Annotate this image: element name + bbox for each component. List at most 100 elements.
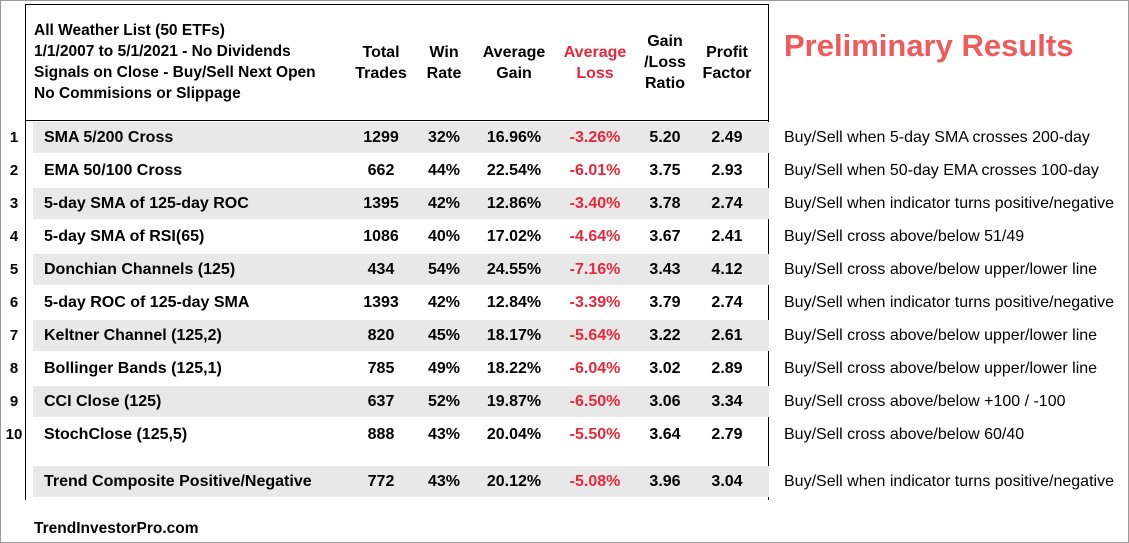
cell-total-trades: 772 <box>367 473 395 490</box>
cell-profit-factor: 3.34 <box>711 393 743 410</box>
cell-profit-factor: 3.04 <box>711 473 743 490</box>
header-average-loss: Average Loss <box>563 44 627 82</box>
row-number: 1 <box>9 129 19 146</box>
cell-indicator-name: 5-day SMA of RSI(65) <box>44 228 205 245</box>
cell-profit-factor: 4.12 <box>711 261 743 278</box>
cell-average-gain: 24.55% <box>486 261 542 278</box>
cell-win-rate: 42% <box>427 195 461 212</box>
cell-profit-factor: 2.79 <box>711 426 743 443</box>
cell-average-gain: 18.17% <box>486 327 542 344</box>
cell-win-rate: 40% <box>427 228 461 245</box>
cell-gain-loss-ratio: 3.64 <box>649 426 681 443</box>
row-number: 2 <box>9 162 19 179</box>
table-row-background <box>33 254 769 285</box>
cell-total-trades: 1393 <box>363 294 399 311</box>
header-profit-factor: Profit Factor <box>702 44 752 82</box>
cell-gain-loss-ratio: 3.67 <box>649 228 681 245</box>
cell-signal-note: Buy/Sell cross above/below 51/49 <box>784 228 1025 245</box>
cell-gain-loss-ratio: 3.06 <box>649 393 681 410</box>
cell-indicator-name: Donchian Channels (125) <box>44 261 236 278</box>
row-number: 6 <box>9 294 19 311</box>
description-line: No Commisions or Slippage <box>34 85 241 102</box>
cell-signal-note: Buy/Sell cross above/below upper/lower l… <box>784 360 1098 377</box>
cell-average-gain: 19.87% <box>486 393 542 410</box>
table-row-background <box>33 386 769 417</box>
row-number: 4 <box>9 228 19 245</box>
row-number: 10 <box>5 426 23 443</box>
cell-indicator-name: Trend Composite Positive/Negative <box>44 473 312 490</box>
cell-gain-loss-ratio: 3.43 <box>649 261 681 278</box>
preliminary-results-badge: Preliminary Results <box>784 28 1074 63</box>
cell-gain-loss-ratio: 3.75 <box>649 162 681 179</box>
cell-profit-factor: 2.93 <box>711 162 743 179</box>
table-box <box>25 4 769 500</box>
cell-average-gain: 20.04% <box>486 426 542 443</box>
cell-average-loss: -3.26% <box>569 129 621 146</box>
cell-average-gain: 16.96% <box>486 129 542 146</box>
description-line: 1/1/2007 to 5/1/2021 - No Dividends <box>34 43 291 60</box>
cell-gain-loss-ratio: 3.22 <box>649 327 681 344</box>
cell-win-rate: 52% <box>427 393 461 410</box>
cell-signal-note: Buy/Sell when 5-day SMA crosses 200-day <box>784 129 1090 146</box>
cell-average-gain: 22.54% <box>486 162 542 179</box>
cell-gain-loss-ratio: 5.20 <box>649 129 681 146</box>
cell-total-trades: 1086 <box>363 228 399 245</box>
row-number: 7 <box>9 327 19 344</box>
cell-signal-note: Buy/Sell cross above/below 60/40 <box>784 426 1025 443</box>
cell-average-loss: -6.50% <box>569 393 621 410</box>
header-divider <box>25 120 769 121</box>
row-number: 8 <box>9 360 19 377</box>
cell-win-rate: 49% <box>427 360 461 377</box>
cell-signal-note: Buy/Sell cross above/below upper/lower l… <box>784 327 1098 344</box>
cell-total-trades: 888 <box>367 426 395 443</box>
cell-total-trades: 434 <box>367 261 395 278</box>
cell-profit-factor: 2.49 <box>711 129 743 146</box>
table-row-background <box>33 122 769 153</box>
cell-average-loss: -4.64% <box>569 228 621 245</box>
cell-average-gain: 20.12% <box>486 473 542 490</box>
description-line: Signals on Close - Buy/Sell Next Open <box>34 64 316 81</box>
cell-average-loss: -5.50% <box>569 426 621 443</box>
cell-profit-factor: 2.41 <box>711 228 743 245</box>
table-row-background <box>33 188 769 219</box>
cell-signal-note: Buy/Sell when indicator turns positive/n… <box>784 294 1114 311</box>
cell-total-trades: 785 <box>367 360 395 377</box>
composite-row-background <box>33 466 769 497</box>
cell-win-rate: 32% <box>427 129 461 146</box>
cell-signal-note: Buy/Sell cross above/below +100 / -100 <box>784 393 1066 410</box>
row-number: 5 <box>9 261 19 278</box>
cell-win-rate: 42% <box>427 294 461 311</box>
cell-average-gain: 12.84% <box>486 294 542 311</box>
description-line: All Weather List (50 ETFs) <box>34 22 225 39</box>
footer-site: TrendInvestorPro.com <box>34 520 199 537</box>
cell-win-rate: 43% <box>427 426 461 443</box>
cell-profit-factor: 2.74 <box>711 195 743 212</box>
table-row-background <box>33 320 769 351</box>
header-average-gain: Average Gain <box>482 44 546 82</box>
cell-indicator-name: 5-day SMA of 125-day ROC <box>44 195 249 212</box>
cell-total-trades: 1299 <box>363 129 399 146</box>
header-gain-loss-ratio: Gain /Loss Ratio <box>644 33 686 92</box>
row-number: 9 <box>9 393 19 410</box>
cell-indicator-name: SMA 5/200 Cross <box>44 129 174 146</box>
cell-profit-factor: 2.61 <box>711 327 743 344</box>
cell-average-loss: -5.64% <box>569 327 621 344</box>
cell-average-loss: -3.39% <box>569 294 621 311</box>
cell-gain-loss-ratio: 3.79 <box>649 294 681 311</box>
cell-signal-note: Buy/Sell when 50-day EMA crosses 100-day <box>784 162 1099 179</box>
cell-average-gain: 17.02% <box>486 228 542 245</box>
cell-total-trades: 1395 <box>363 195 399 212</box>
cell-total-trades: 820 <box>367 327 395 344</box>
cell-average-loss: -7.16% <box>569 261 621 278</box>
cell-average-gain: 18.22% <box>486 360 542 377</box>
cell-win-rate: 44% <box>427 162 461 179</box>
row-number: 3 <box>9 195 19 212</box>
cell-average-loss: -6.04% <box>569 360 621 377</box>
cell-average-loss: -3.40% <box>569 195 621 212</box>
cell-total-trades: 637 <box>367 393 395 410</box>
cell-signal-note: Buy/Sell when indicator turns positive/n… <box>784 473 1114 490</box>
cell-average-loss: -5.08% <box>569 473 621 490</box>
cell-gain-loss-ratio: 3.78 <box>649 195 681 212</box>
cell-indicator-name: Bollinger Bands (125,1) <box>44 360 222 377</box>
cell-signal-note: Buy/Sell when indicator turns positive/n… <box>784 195 1114 212</box>
